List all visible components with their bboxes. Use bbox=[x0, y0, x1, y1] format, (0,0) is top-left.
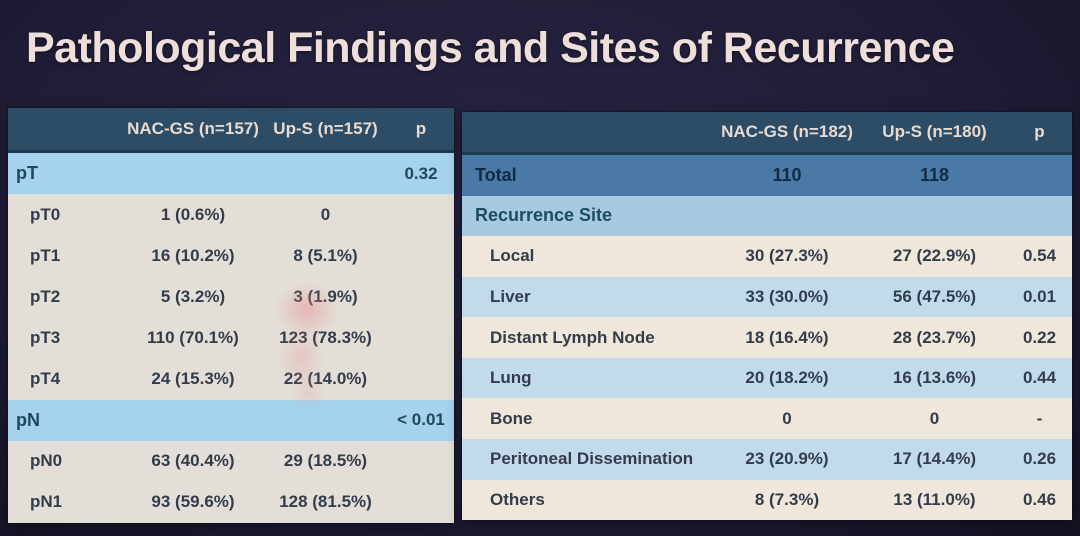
table-row: pT1 16 (10.2%) 8 (5.1%) bbox=[8, 235, 454, 277]
ups-value: 29 (18.5%) bbox=[283, 451, 368, 471]
row-label: Liver bbox=[490, 286, 531, 306]
row-label: pN0 bbox=[30, 451, 63, 471]
row-label: pT1 bbox=[30, 245, 61, 265]
nacgs-value: 5 (3.2%) bbox=[160, 286, 226, 306]
row-label: pT3 bbox=[30, 327, 61, 347]
ups-value: 123 (78.3%) bbox=[279, 327, 372, 347]
column-header-nacgs: NAC-GS (n=157) bbox=[127, 119, 259, 138]
ups-value: 8 (5.1%) bbox=[293, 245, 358, 265]
row-label: Recurrence Site bbox=[475, 205, 613, 226]
ups-value: 56 (47.5%) bbox=[892, 286, 977, 306]
p-value: 0.46 bbox=[1022, 489, 1057, 509]
row-label: pN1 bbox=[30, 492, 63, 512]
table-row: Lung 20 (18.2%) 16 (13.6%) 0.44 bbox=[462, 357, 1072, 399]
ups-value: 22 (14.0%) bbox=[283, 369, 368, 389]
column-header-ups: Up-S (n=157) bbox=[273, 119, 378, 138]
table-row: pT 0.32 bbox=[8, 153, 454, 195]
table-row: Distant Lymph Node 18 (16.4%) 28 (23.7%)… bbox=[462, 317, 1072, 358]
p-value: 0.44 bbox=[1022, 368, 1057, 388]
table-row: pN < 0.01 bbox=[8, 399, 454, 441]
ups-value: 13 (11.0%) bbox=[893, 489, 976, 509]
column-header-nacgs: NAC-GS (n=182) bbox=[721, 122, 853, 141]
table-row: pN0 63 (40.4%) 29 (18.5%) bbox=[8, 440, 454, 482]
ups-value: 3 (1.9%) bbox=[293, 286, 358, 306]
nacgs-value: 0 bbox=[782, 408, 792, 428]
recurrence-table-header-row: NAC-GS (n=182) Up-S (n=180) p bbox=[462, 112, 1072, 155]
row-label: pN bbox=[16, 409, 40, 430]
nacgs-value: 18 (16.4%) bbox=[745, 327, 829, 347]
table-row: Bone 0 0 - bbox=[462, 398, 1072, 439]
row-label: Total bbox=[475, 164, 517, 185]
p-value: 0.54 bbox=[1022, 246, 1057, 266]
nacgs-value: 110 bbox=[772, 164, 802, 185]
row-label: Others bbox=[490, 489, 545, 509]
table-row: pN1 93 (59.6%) 128 (81.5%) bbox=[8, 481, 454, 523]
nacgs-value: 20 (18.2%) bbox=[745, 368, 829, 388]
nacgs-value: 33 (30.0%) bbox=[745, 286, 829, 306]
nacgs-value: 110 (70.1%) bbox=[147, 327, 239, 347]
slide-title: Pathological Findings and Sites of Recur… bbox=[26, 24, 955, 72]
nacgs-value: 8 (7.3%) bbox=[754, 489, 820, 509]
nacgs-value: 63 (40.4%) bbox=[151, 451, 235, 471]
nacgs-value: 23 (20.9%) bbox=[745, 449, 829, 469]
table-row-section: Recurrence Site bbox=[462, 195, 1072, 237]
nacgs-value: 1 (0.6%) bbox=[160, 204, 226, 224]
table-row: Liver 33 (30.0%) 56 (47.5%) 0.01 bbox=[462, 276, 1072, 318]
ups-value: 28 (23.7%) bbox=[892, 327, 977, 347]
row-label: pT bbox=[16, 163, 38, 184]
pathology-table-header-row: NAC-GS (n=157) Up-S (n=157) p bbox=[8, 108, 454, 153]
pathology-table: NAC-GS (n=157) Up-S (n=157) p pT 0.32 pT… bbox=[8, 108, 454, 523]
row-label: Local bbox=[490, 246, 535, 266]
p-value: 0.22 bbox=[1022, 327, 1057, 347]
p-value: 0.32 bbox=[404, 163, 438, 183]
table-row: pT0 1 (0.6%) 0 bbox=[8, 194, 454, 236]
recurrence-table: NAC-GS (n=182) Up-S (n=180) p Total 110 … bbox=[462, 112, 1072, 521]
ups-value: 16 (13.6%) bbox=[892, 368, 977, 388]
table-row: pT2 5 (3.2%) 3 (1.9%) bbox=[8, 276, 454, 318]
nacgs-value: 93 (59.6%) bbox=[151, 492, 235, 512]
row-label: Distant Lymph Node bbox=[490, 327, 655, 347]
table-row: pT4 24 (15.3%) 22 (14.0%) bbox=[8, 358, 454, 400]
p-value: 0.26 bbox=[1022, 449, 1057, 469]
ups-value: 118 bbox=[919, 164, 950, 185]
nacgs-value: 16 (10.2%) bbox=[151, 245, 235, 265]
ups-value: 27 (22.9%) bbox=[892, 246, 977, 266]
row-label: pT2 bbox=[30, 286, 61, 306]
table-row: Local 30 (27.3%) 27 (22.9%) 0.54 bbox=[462, 236, 1072, 277]
row-label: Lung bbox=[490, 368, 532, 388]
table-row: pT3 110 (70.1%) 123 (78.3%) bbox=[8, 317, 454, 359]
nacgs-value: 30 (27.3%) bbox=[745, 246, 829, 266]
column-header-p: p bbox=[1034, 122, 1045, 141]
row-label: Peritoneal Dissemination bbox=[490, 449, 694, 469]
nacgs-value: 24 (15.3%) bbox=[151, 369, 235, 389]
ups-value: 0 bbox=[320, 204, 331, 224]
p-value: - bbox=[1036, 408, 1043, 428]
row-label: Bone bbox=[490, 408, 533, 428]
table-row-total: Total 110 118 bbox=[462, 155, 1072, 196]
table-row: Others 8 (7.3%) 13 (11.0%) 0.46 bbox=[462, 479, 1072, 521]
table-row: Peritoneal Dissemination 23 (20.9%) 17 (… bbox=[462, 438, 1072, 480]
ups-value: 128 (81.5%) bbox=[279, 492, 372, 512]
p-value: < 0.01 bbox=[397, 410, 445, 430]
row-label: pT0 bbox=[30, 204, 61, 224]
ups-value: 0 bbox=[929, 408, 940, 428]
row-label: pT4 bbox=[30, 369, 61, 389]
ups-value: 17 (14.4%) bbox=[892, 449, 977, 469]
column-header-p: p bbox=[415, 119, 427, 138]
p-value: 0.01 bbox=[1022, 286, 1057, 306]
column-header-ups: Up-S (n=180) bbox=[882, 122, 987, 141]
